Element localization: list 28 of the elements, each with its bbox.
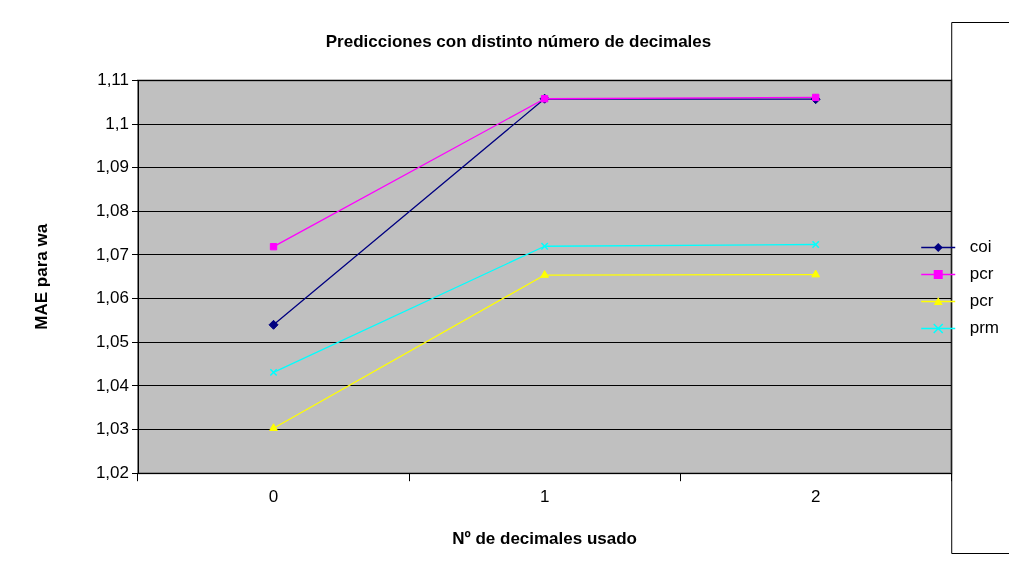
legend-label: coi <box>969 237 992 257</box>
y-tick-label: 1,03 <box>95 419 129 439</box>
point <box>269 368 278 377</box>
chart-title: Predicciones con distinto número de decimales <box>325 31 712 51</box>
y-tick-label: 1,06 <box>95 288 129 308</box>
y-tick-label: 1,09 <box>95 157 129 177</box>
legend-label: pcr <box>969 291 994 311</box>
point <box>540 270 550 278</box>
legend-label: pcr <box>969 264 994 284</box>
y-tick-label: 1,1 <box>105 113 129 133</box>
y-tick-label: 1,11 <box>97 70 129 90</box>
x-tick-label: 1 <box>539 487 550 507</box>
y-tick-label: 1,04 <box>95 375 129 395</box>
y-tick-label: 1,07 <box>95 244 129 264</box>
x-tick-label: 2 <box>810 487 821 507</box>
point <box>268 319 279 330</box>
y-tick-label: 1,08 <box>95 201 129 221</box>
x-axis-title: Nº de decimales usado <box>452 529 637 549</box>
point <box>811 269 821 278</box>
point <box>811 240 820 249</box>
y-axis-title: MAE para wa <box>31 223 51 330</box>
point <box>269 243 278 251</box>
y-tick-label: 1,02 <box>95 462 129 482</box>
point <box>540 242 549 251</box>
legend-label: prm <box>969 318 999 338</box>
x-tick-label: 0 <box>268 487 279 507</box>
point <box>269 423 278 431</box>
y-tick-label: 1,05 <box>95 331 129 351</box>
